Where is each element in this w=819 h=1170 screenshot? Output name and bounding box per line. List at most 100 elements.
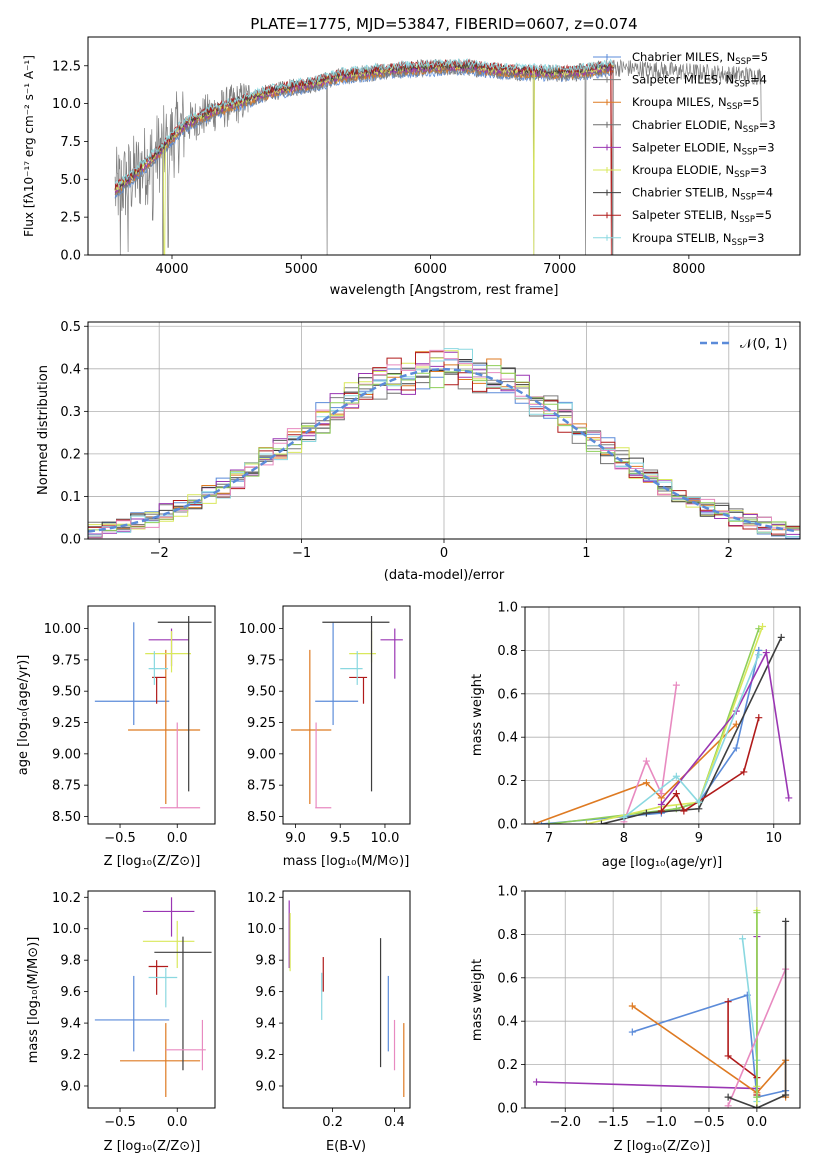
y-tick-label: 0.1	[60, 490, 81, 505]
weight-point-marker	[782, 1091, 790, 1099]
x-tick-label: 9	[695, 831, 703, 846]
spectrum-plot-area	[114, 57, 762, 255]
age-vs-Z-x-label: Z [log₁₀(Z/Z⊙)]	[104, 854, 201, 869]
age-vs-Z-panel: −0.5 0.0 8.50 8.75 9.00 9.25 9.50 9.75 10.00 Z …	[16, 605, 216, 869]
weight-point-marker	[782, 917, 790, 925]
y-tick-label: 0.2	[497, 774, 518, 789]
legend-entry: Kroupa ELODIE, NSSP=3	[632, 163, 767, 180]
y-tick-label: 9.50	[247, 685, 276, 700]
weight-point-marker	[597, 820, 605, 824]
x-tick-label: 0.0	[167, 831, 188, 846]
residuals-panel: −2 −1 0 1 2 0.0 0.1 0.2 0.3 0.4 0.5 (data-model)/…	[36, 320, 801, 583]
age-vs-mass-x-label: mass [log₁₀(M/M⊙)]	[283, 854, 410, 869]
y-tick-label: 1.0	[497, 885, 518, 900]
y-tick-label: 9.8	[255, 954, 276, 969]
age-vs-Z-y-label: age [log₁₀(age/yr)]	[16, 655, 31, 776]
spectrum-panel: PLATE=1775, MJD=53847, FIBERID=0607, z=0…	[22, 15, 801, 298]
y-tick-label: 0.0	[497, 1102, 518, 1117]
y-tick-label: 9.6	[255, 985, 276, 1000]
y-tick-label: 10.2	[247, 891, 276, 906]
error-bar-point	[120, 1023, 201, 1097]
weight-vs-age-x-label: age [log₁₀(age/yr)]	[602, 855, 723, 870]
weight-point-marker	[732, 720, 740, 728]
residual-histogram	[88, 348, 800, 537]
y-tick-label: 9.75	[52, 653, 81, 668]
y-tick-label: 9.4	[60, 1017, 81, 1032]
normal-curve	[88, 368, 798, 533]
weight-series-line	[727, 968, 787, 1107]
x-tick-label: 1	[582, 546, 590, 561]
x-tick-label: 8	[620, 831, 628, 846]
weight-point-marker	[753, 909, 761, 917]
weight-point-marker	[620, 813, 628, 821]
weight-point-marker	[759, 623, 767, 631]
weight-point-marker	[657, 800, 665, 808]
y-tick-label: 2.5	[60, 211, 81, 226]
legend-entry: Salpeter STELIB, NSSP=5	[632, 208, 772, 225]
spectrum-title: PLATE=1775, MJD=53847, FIBERID=0607, z=0…	[250, 15, 637, 33]
age-vs-mass-panel: 9.0 9.5 10.0 8.50 8.75 9.00 9.25 9.50 9.75 10.00…	[239, 605, 411, 869]
y-tick-label: 9.8	[60, 954, 81, 969]
y-tick-label: 0.0	[60, 533, 81, 548]
weight-point-marker	[582, 820, 590, 824]
y-tick-label: 5.0	[60, 173, 81, 188]
normal-legend-label: 𝒩(0, 1)	[740, 337, 787, 352]
weight-point-marker	[642, 757, 650, 765]
x-tick-label: −0.5	[104, 831, 136, 846]
legend-entry: Kroupa MILES, NSSP=5	[632, 95, 759, 112]
weight-series-line	[623, 684, 678, 823]
x-tick-label: −2.0	[549, 1115, 581, 1130]
x-tick-label: 2	[725, 546, 733, 561]
y-tick-label: 0.0	[497, 818, 518, 833]
weight-series-line	[727, 921, 787, 1108]
weight-vs-Z-y-label: mass weight	[470, 959, 485, 1041]
legend-entry: Salpeter ELODIE, NSSP=3	[632, 140, 775, 157]
weight-point-marker	[642, 809, 650, 817]
weight-vs-age-frame	[524, 606, 801, 825]
legend-entry: Chabrier MILES, NSSP=5	[632, 50, 768, 67]
mass-vs-Z-x-label: Z [log₁₀(Z/Z⊙)]	[104, 1139, 201, 1154]
x-tick-label: −1.5	[597, 1115, 629, 1130]
weight-point-marker	[695, 805, 703, 813]
spectrum-x-label: wavelength [Angstrom, rest frame]	[330, 283, 559, 298]
error-bar-point	[165, 1019, 206, 1071]
weight-vs-age-y-label: mass weight	[470, 674, 485, 756]
y-tick-label: 0.4	[60, 362, 81, 377]
weight-point-marker	[672, 681, 680, 689]
y-tick-label: 9.0	[255, 1079, 276, 1094]
error-bar-point	[160, 722, 201, 809]
error-bar-point	[322, 616, 390, 792]
y-tick-label: 10.0	[52, 922, 81, 937]
age-vs-Z-x-ticks: −0.5 0.0	[104, 824, 188, 846]
x-tick-label: −0.5	[104, 1115, 136, 1130]
residuals-x-label: (data-model)/error	[384, 568, 505, 583]
weight-vs-Z-frame	[524, 890, 801, 1109]
x-tick-label: 8000	[672, 262, 705, 277]
y-tick-label: 9.25	[52, 716, 81, 731]
weight-series-line	[623, 654, 760, 819]
error-bar-point	[349, 676, 368, 704]
weight-vs-age-plot-area	[530, 623, 793, 824]
weight-point-marker	[724, 998, 732, 1006]
y-tick-label: 9.75	[247, 653, 276, 668]
weight-vs-Z-panel: −2.0 −1.5 −1.0 −0.5 0.0 0.0 0.2 0.4 0.6 0.8 1.0 Z…	[470, 885, 801, 1154]
y-tick-label: 10.2	[52, 891, 81, 906]
y-tick-label: 0.0	[60, 249, 81, 264]
weight-point-marker	[657, 807, 665, 815]
age-vs-mass-y-ticks: 8.50 8.75 9.00 9.25 9.50 9.75 10.00	[239, 622, 283, 825]
age-vs-mass-frame	[282, 605, 411, 825]
y-tick-label: 0.8	[497, 644, 518, 659]
model-spectrum-line	[114, 59, 615, 255]
weight-point-marker	[672, 790, 680, 798]
weight-point-marker	[628, 1002, 636, 1010]
y-tick-label: 9.2	[255, 1048, 276, 1063]
x-tick-label: −2	[150, 546, 169, 561]
age-vs-Z-plot-area	[94, 616, 212, 809]
y-tick-label: 12.5	[52, 59, 81, 74]
y-tick-label: 10.00	[239, 622, 276, 637]
model-spectrum-line	[114, 57, 615, 186]
age-vs-Z-y-ticks: 8.50 8.75 9.00 9.25 9.50 9.75 10.00	[44, 622, 88, 825]
weight-point-marker	[628, 1028, 636, 1036]
y-tick-label: 10.00	[44, 622, 81, 637]
